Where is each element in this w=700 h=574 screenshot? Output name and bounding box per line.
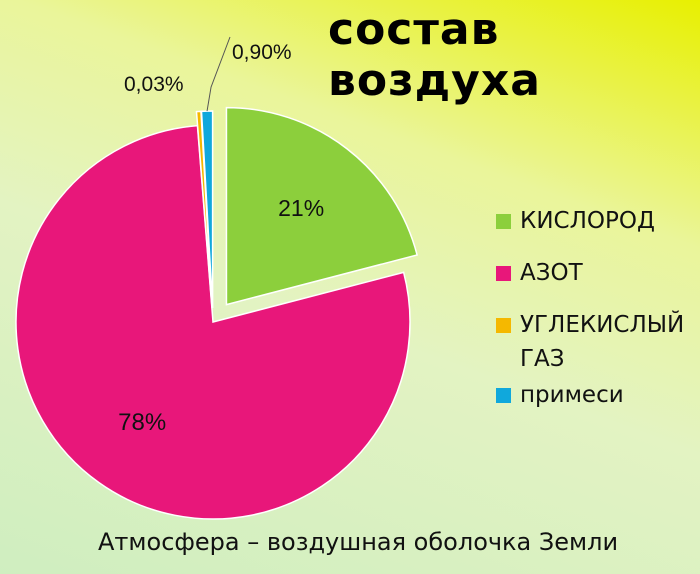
slice-data-label: 0,03%	[124, 73, 184, 96]
chart-title: состав воздуха	[328, 4, 541, 106]
slice-data-label: 21%	[278, 195, 324, 221]
legend-swatch	[496, 266, 511, 281]
slice-data-label: 78%	[118, 409, 166, 436]
legend-label: примеси	[520, 382, 624, 408]
legend-swatch	[496, 388, 511, 403]
leader-line	[206, 36, 231, 112]
legend-label: КИСЛОРОД	[520, 208, 655, 234]
legend-swatch	[496, 214, 511, 229]
pie-slice-1	[225, 106, 419, 306]
legend: КИСЛОРОД АЗОТ УГЛЕКИСЛЫЙ ГАЗ примеси	[496, 204, 696, 430]
legend-item: АЗОТ	[496, 256, 696, 290]
pie-slice-2	[15, 124, 411, 520]
legend-label: УГЛЕКИСЛЫЙ ГАЗ	[520, 312, 685, 372]
pie-slice-4	[200, 110, 214, 309]
legend-swatch	[496, 318, 511, 333]
legend-item: УГЛЕКИСЛЫЙ ГАЗ	[496, 308, 696, 376]
legend-item: примеси	[496, 378, 696, 412]
slice-data-label: 0,90%	[232, 41, 292, 64]
caption: Атмосфера – воздушная оболочка Земли	[98, 528, 619, 556]
legend-label: АЗОТ	[520, 260, 583, 286]
legend-item: КИСЛОРОД	[496, 204, 696, 238]
